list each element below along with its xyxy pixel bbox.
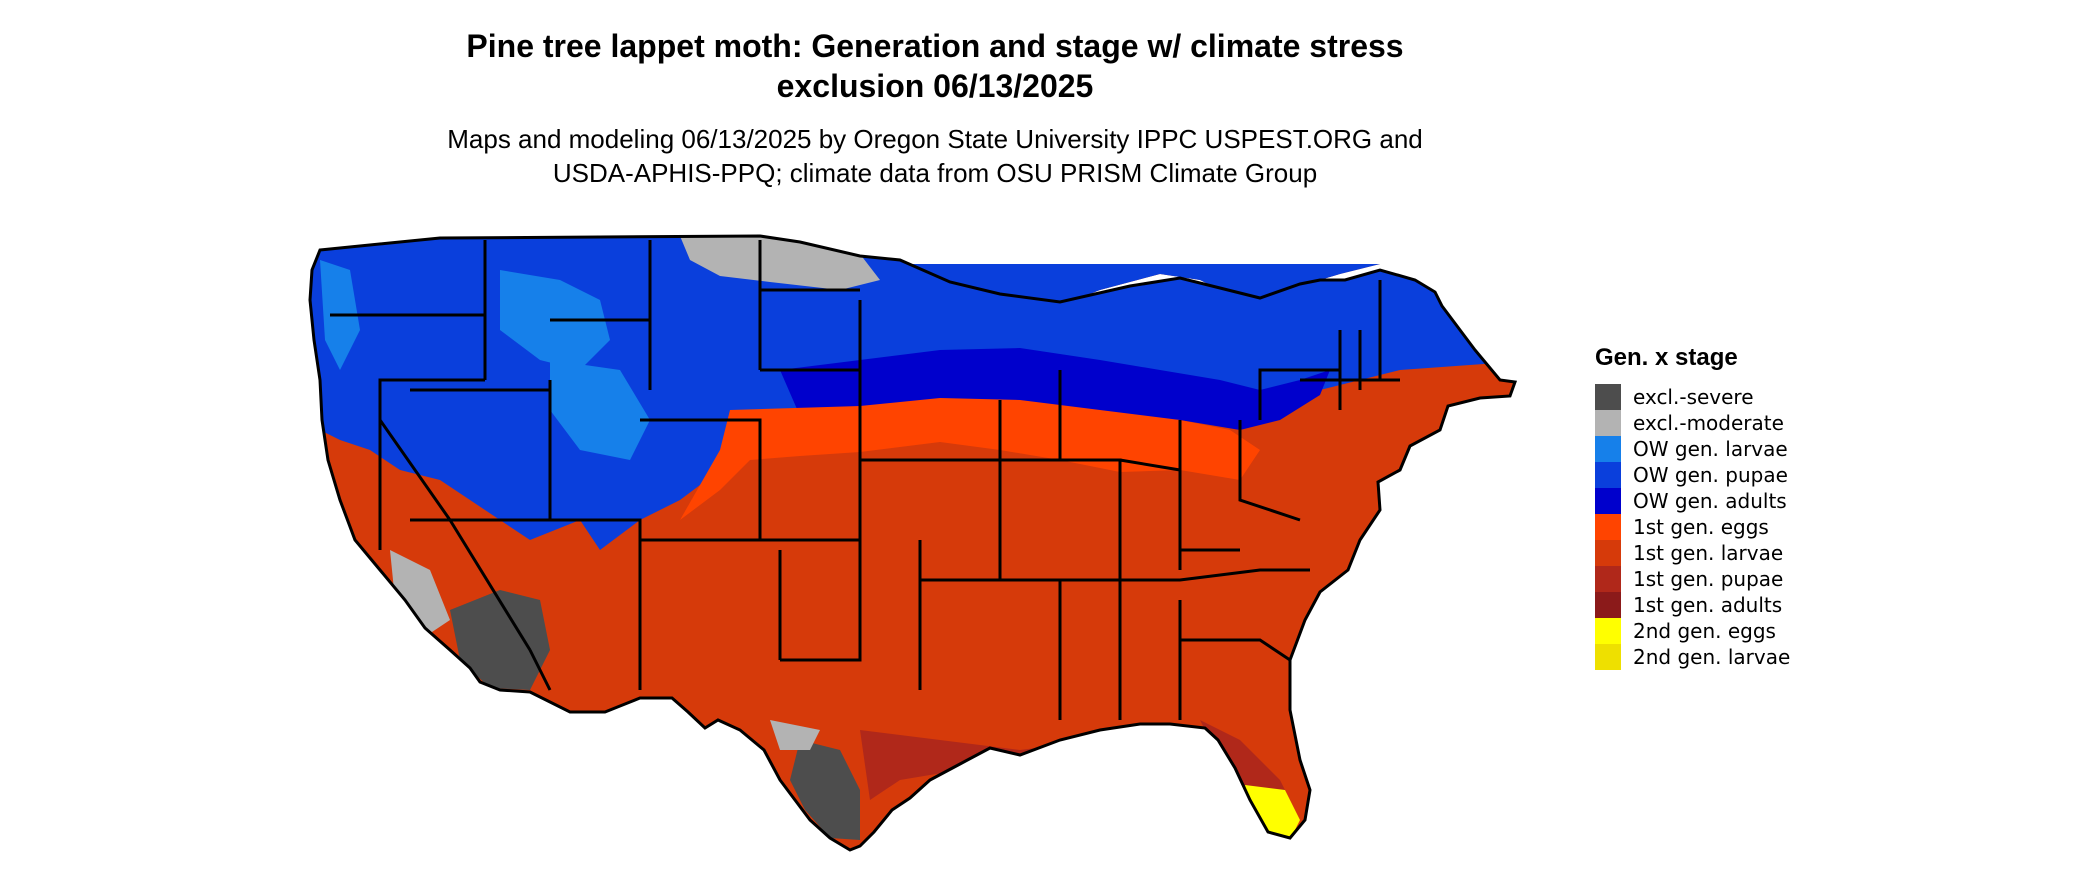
legend-label: OW gen. pupae (1633, 463, 1788, 487)
title-line-1: Pine tree lappet moth: Generation and st… (466, 28, 1404, 64)
legend: Gen. x stage excl.-severe excl.-moderate O… (1595, 344, 1790, 670)
us-stage-map (308, 234, 1517, 852)
legend-item: 1st gen. pupae (1595, 566, 1790, 592)
legend-swatch (1595, 462, 1621, 488)
legend-label: excl.-moderate (1633, 411, 1784, 435)
legend-item: OW gen. pupae (1595, 462, 1790, 488)
legend-swatch (1595, 618, 1621, 644)
legend-label: 1st gen. adults (1633, 593, 1783, 617)
legend-item: 2nd gen. larvae (1595, 644, 1790, 670)
legend-item: 1st gen. adults (1595, 592, 1790, 618)
legend-swatch (1595, 436, 1621, 462)
legend-swatch (1595, 488, 1621, 514)
legend-swatch (1595, 384, 1621, 410)
legend-swatch (1595, 644, 1621, 670)
legend-item: 1st gen. larvae (1595, 540, 1790, 566)
legend-item: excl.-severe (1595, 384, 1790, 410)
legend-swatch (1595, 566, 1621, 592)
legend-item: OW gen. adults (1595, 488, 1790, 514)
legend-label: 2nd gen. larvae (1633, 645, 1791, 669)
title-line-2: exclusion 06/13/2025 (776, 68, 1094, 104)
legend-item: OW gen. larvae (1595, 436, 1790, 462)
legend-label: 1st gen. pupae (1633, 567, 1784, 591)
legend-item: 2nd gen. eggs (1595, 618, 1790, 644)
subtitle-line-1: Maps and modeling 06/13/2025 by Oregon S… (447, 124, 1423, 154)
subtitle-line-2: USDA-APHIS-PPQ; climate data from OSU PR… (552, 158, 1318, 188)
legend-label: 1st gen. eggs (1633, 515, 1769, 539)
legend-label: excl.-severe (1633, 385, 1754, 409)
legend-label: OW gen. larvae (1633, 437, 1788, 461)
legend-label: OW gen. adults (1633, 489, 1787, 513)
state-boundaries (308, 234, 1517, 852)
legend-item: excl.-moderate (1595, 410, 1790, 436)
legend-swatch (1595, 514, 1621, 540)
legend-items: excl.-severe excl.-moderate OW gen. larvae… (1595, 384, 1790, 670)
map-title: Pine tree lappet moth: Generation and st… (375, 26, 1495, 106)
legend-swatch (1595, 592, 1621, 618)
map-subtitle: Maps and modeling 06/13/2025 by Oregon S… (375, 122, 1495, 190)
legend-swatch (1595, 410, 1621, 436)
legend-title: Gen. x stage (1595, 344, 1738, 371)
legend-item: 1st gen. eggs (1595, 514, 1790, 540)
legend-label: 1st gen. larvae (1633, 541, 1784, 565)
legend-swatch (1595, 540, 1621, 566)
legend-label: 2nd gen. eggs (1633, 619, 1776, 643)
